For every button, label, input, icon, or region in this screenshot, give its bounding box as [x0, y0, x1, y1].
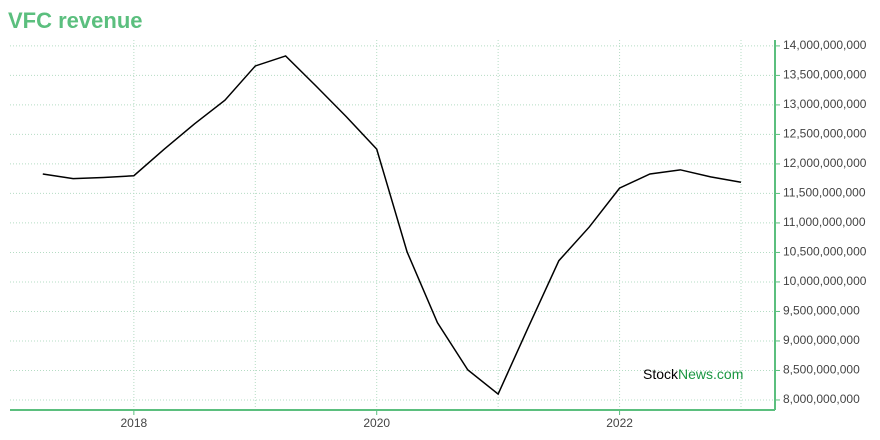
line [42, 55, 742, 396]
y-tick-label: 11,000,000,000 [783, 215, 866, 229]
y-tick-label: 8,000,000,000 [783, 392, 860, 406]
x-tick-label: 2018 [121, 416, 148, 430]
y-tick-label: 8,500,000,000 [783, 363, 860, 377]
y-tick-label: 14,000,000,000 [783, 38, 867, 52]
y-tick-label: 9,000,000,000 [783, 333, 860, 347]
y-tick-label: 11,500,000,000 [783, 186, 866, 200]
y-tick-label: 13,000,000,000 [783, 97, 867, 111]
chart-title: VFC revenue [8, 8, 143, 33]
y-tick-label: 12,500,000,000 [783, 127, 867, 141]
y-tick-label: 10,000,000,000 [783, 274, 867, 288]
x-tick-label: 2020 [363, 416, 390, 430]
y-tick-label: 13,500,000,000 [783, 68, 867, 82]
watermark-first: Stock [643, 366, 679, 382]
watermark-second: News.com [678, 366, 743, 382]
x-tick-label: 2022 [606, 416, 633, 430]
y-tick-label: 12,000,000,000 [783, 156, 867, 170]
y-tick-label: 10,500,000,000 [783, 245, 867, 259]
y-tick-label: 9,500,000,000 [783, 304, 860, 318]
watermark: StockNews.com [643, 366, 743, 382]
